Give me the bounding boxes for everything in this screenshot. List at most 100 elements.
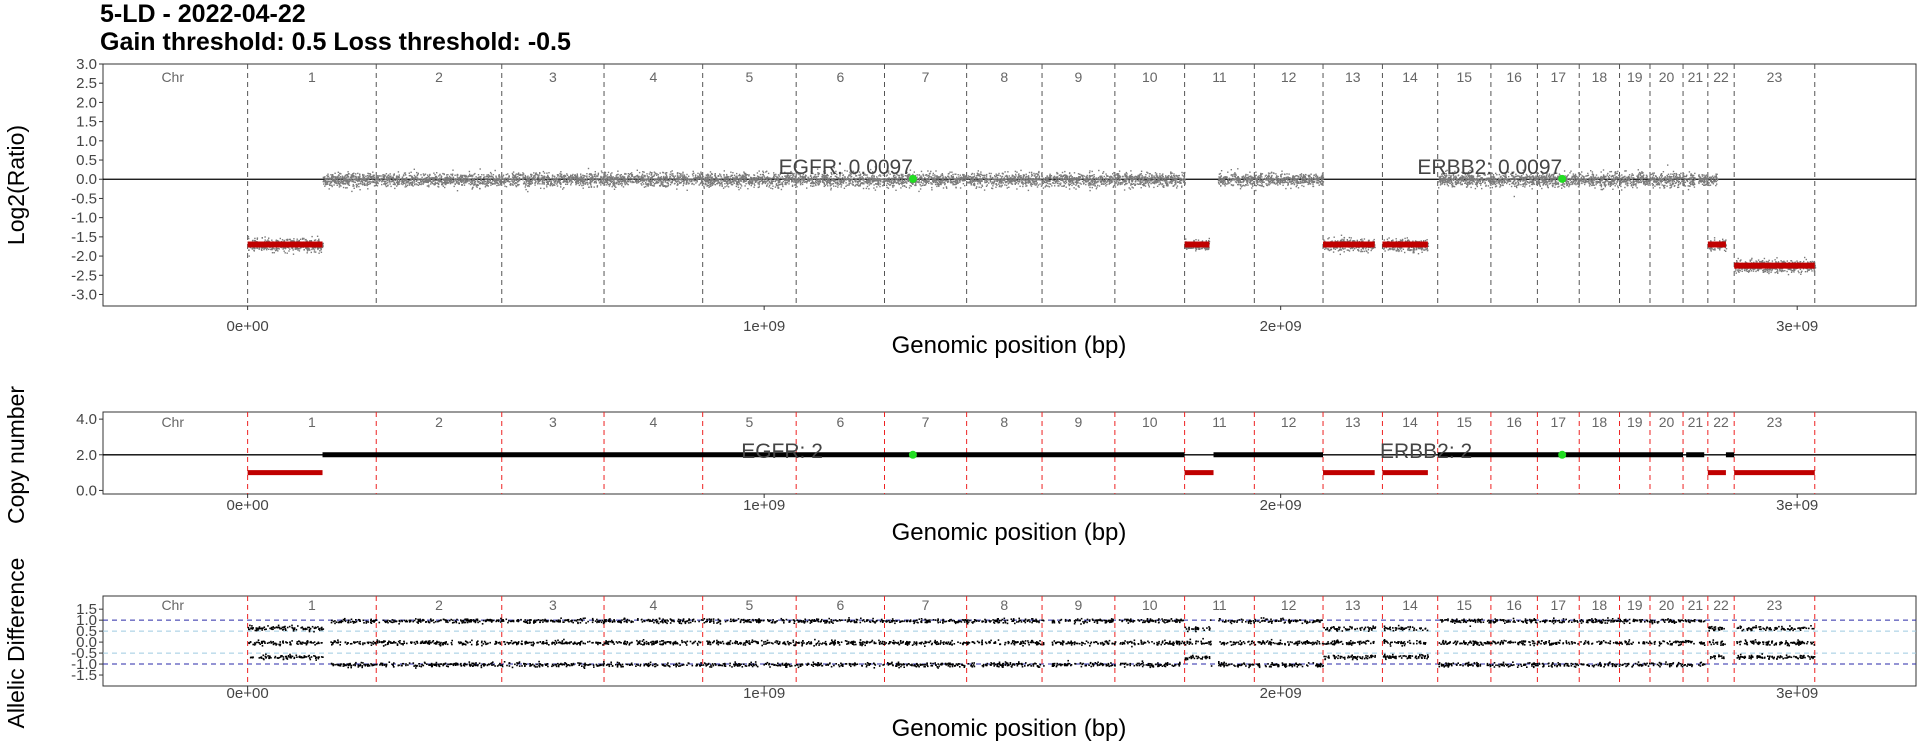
chr-label: 20 [1659,69,1675,85]
data-point [584,179,587,181]
data-point [1142,178,1145,180]
data-point [759,178,762,180]
data-point [817,182,819,185]
data-point [851,170,853,172]
data-point [713,178,715,180]
data-point [1057,176,1059,178]
data-point [537,182,539,185]
data-point [984,181,986,184]
data-point [1012,175,1015,177]
data-point [887,187,890,189]
data-point [393,178,395,181]
data-point [446,178,448,180]
data-point [918,182,920,184]
data-point [1159,181,1161,184]
data-point [1139,177,1141,179]
data-point [556,183,558,185]
data-point [289,248,291,250]
data-point [578,184,581,186]
data-point [813,176,815,178]
data-point [387,177,390,180]
data-point [706,185,708,187]
data-point [714,175,717,178]
data-point [503,179,505,181]
data-point [346,187,348,189]
data-point [858,174,860,176]
data-point [265,240,268,242]
data-point [507,177,509,179]
data-point [964,184,966,187]
data-point [401,180,403,183]
data-point [600,178,603,180]
data-point [446,182,448,184]
data-point [800,179,803,181]
data-point [450,180,452,182]
data-point [532,178,534,180]
data-point [576,181,579,183]
data-point [297,249,299,251]
data-point [978,186,980,188]
data-point [844,176,846,178]
data-point [707,182,710,184]
data-point [768,181,771,183]
data-point [426,179,428,181]
data-point [502,176,504,178]
data-point [808,179,811,182]
data-point [483,177,485,179]
data-point [457,182,459,184]
data-point [980,179,982,181]
data-point [1005,178,1007,181]
data-point [1159,177,1161,180]
data-point [355,175,357,178]
data-point [947,173,950,175]
data-point [793,177,796,180]
data-point [1088,174,1091,177]
data-point [1022,185,1024,188]
data-point [822,175,824,177]
data-point [1174,176,1176,178]
data-point [334,180,336,182]
data-point [392,174,395,176]
data-point [903,179,906,182]
data-point [751,178,754,181]
data-point [340,185,342,187]
data-point [1062,175,1064,178]
data-point [1161,178,1164,180]
data-point [828,180,831,182]
data-point [426,181,428,183]
data-point [557,174,560,176]
data-point [761,178,763,180]
data-point [657,174,659,176]
data-point [416,179,418,181]
data-point [401,176,404,178]
data-point [1062,174,1065,177]
data-point [1155,182,1157,184]
data-point [925,180,928,182]
data-point [276,240,279,242]
data-point [1048,180,1050,183]
data-point [1180,177,1182,180]
data-point [645,183,647,185]
data-point [389,173,391,175]
data-point [810,174,812,177]
data-point [1165,184,1168,187]
data-point [1091,184,1093,186]
data-point [1144,181,1146,183]
data-point [889,184,891,186]
data-point [331,177,333,179]
data-point [769,177,771,179]
data-point [504,181,507,184]
data-point [1008,177,1010,179]
data-point [578,179,580,182]
data-point [757,186,759,189]
data-point [606,176,608,178]
data-point [1014,176,1017,179]
data-point [456,178,458,180]
data-point [543,180,546,182]
data-point [403,178,406,180]
data-point [944,176,947,178]
data-point [1153,178,1155,181]
data-point [397,176,399,178]
data-point [934,181,936,184]
data-point [560,174,562,176]
